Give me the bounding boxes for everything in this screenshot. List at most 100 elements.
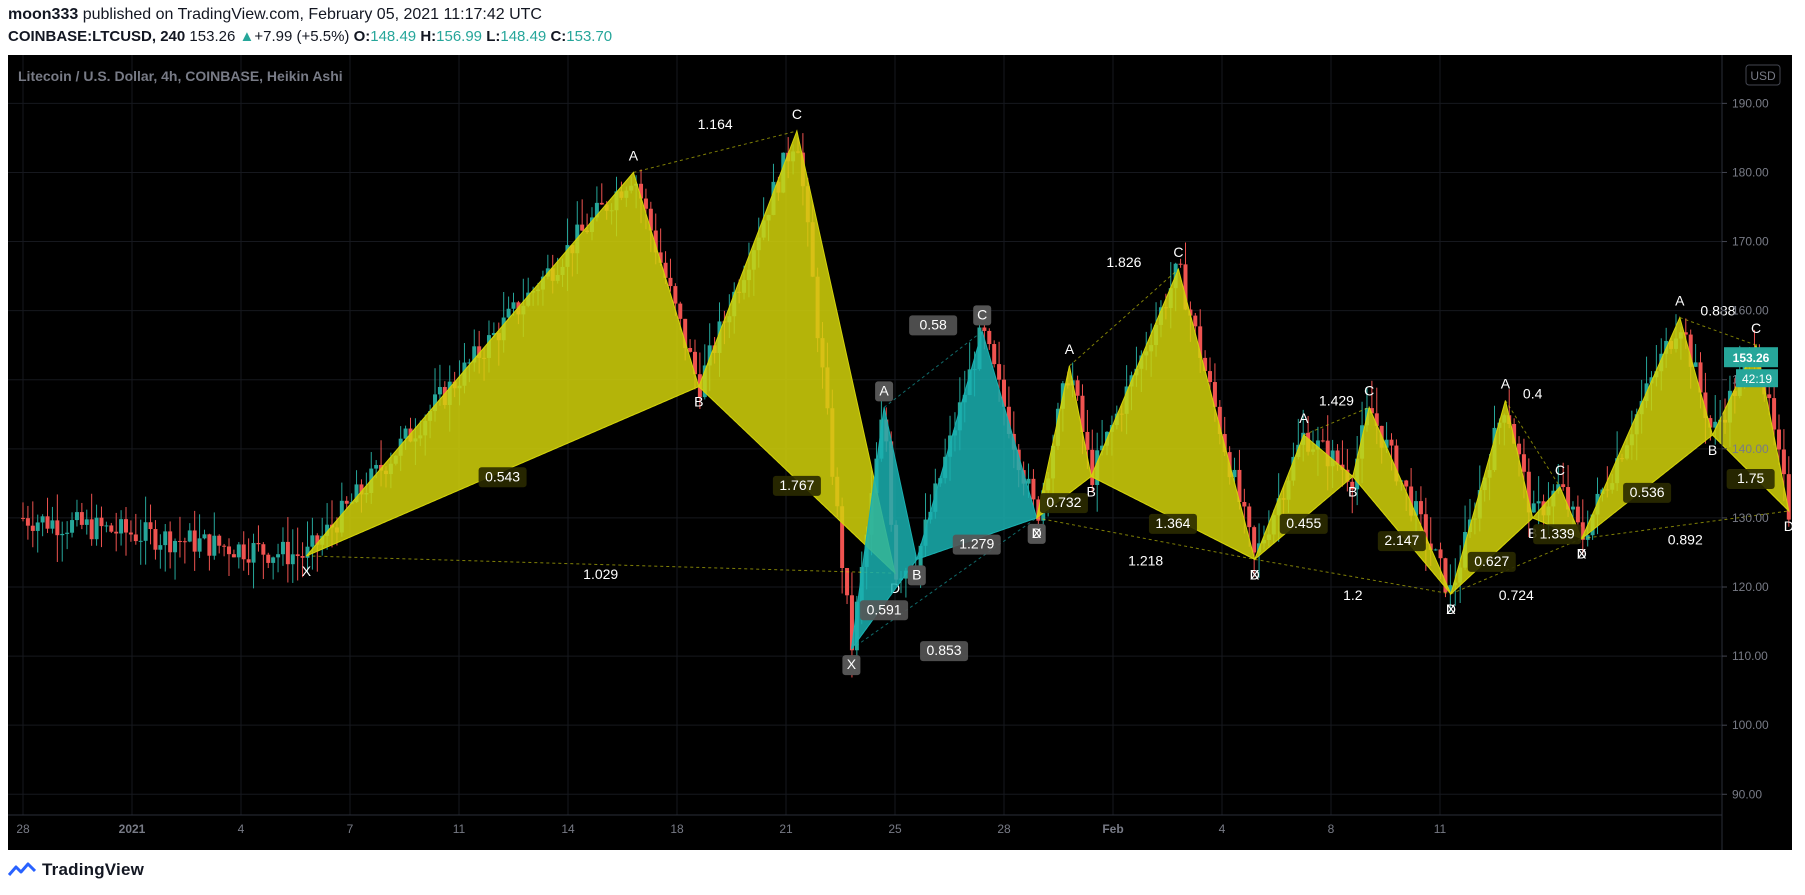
candle-body xyxy=(1320,440,1325,442)
candle-body xyxy=(1203,357,1208,372)
x-tick-label: 7 xyxy=(347,822,354,836)
pattern-point-box xyxy=(875,381,894,402)
high-value: 156.99 xyxy=(436,28,483,45)
candle-body xyxy=(1688,334,1693,367)
candle-body xyxy=(187,530,192,542)
candle-body xyxy=(1006,406,1011,434)
x-tick-label: 4 xyxy=(1219,822,1226,836)
candle-body xyxy=(94,517,99,540)
harmonic-patterns[interactable]: X A B C D 0.543 1.164 1.767 1.029 X A B C D 0.591 0.58 1… xyxy=(302,106,1792,676)
x-tick-label: 4 xyxy=(238,822,245,836)
candle-body xyxy=(212,535,217,556)
ratio-label: 1.75 xyxy=(1737,470,1764,486)
candle-body xyxy=(1330,450,1335,467)
open-label: O: xyxy=(353,28,371,45)
x-tick-label: 8 xyxy=(1328,822,1335,836)
candle-body xyxy=(1512,423,1517,444)
price-chart[interactable]: X A B C D 0.543 1.164 1.767 1.029 X A B C D 0.591 0.58 1… xyxy=(8,55,1792,850)
candle-body xyxy=(128,532,133,535)
candle-body xyxy=(1384,439,1389,448)
pattern-point-label: C xyxy=(792,106,802,122)
candle-body xyxy=(840,506,845,569)
candle-body xyxy=(1418,501,1423,515)
pattern-point-label: D xyxy=(1446,601,1456,617)
ratio-label-box xyxy=(1726,469,1775,489)
x-tick-label: Feb xyxy=(1102,822,1123,836)
pattern-point-label: C xyxy=(1173,244,1183,260)
candle-body xyxy=(231,554,236,558)
candle-body xyxy=(344,500,349,504)
ratio-label-box xyxy=(478,467,527,488)
pattern-point-label: B xyxy=(1528,525,1537,541)
ratio-label: 1.364 xyxy=(1155,515,1190,531)
candle-body xyxy=(1703,392,1708,419)
candle-body xyxy=(1531,503,1536,513)
candle-body xyxy=(251,543,256,563)
pattern-point-label: X xyxy=(1446,601,1456,617)
candle-body xyxy=(437,387,442,395)
pattern-ratio-line xyxy=(306,386,699,557)
pattern-point-label: C xyxy=(1555,462,1565,478)
candle-body xyxy=(1521,454,1526,472)
candle-body xyxy=(580,224,585,231)
low-value: 148.49 xyxy=(500,28,547,45)
open-value: 148.49 xyxy=(370,28,417,45)
ratio-label: 0.4 xyxy=(1523,385,1543,401)
candle-body xyxy=(119,519,124,534)
candle-body xyxy=(1369,408,1374,414)
candle-body xyxy=(1208,371,1213,383)
publish-info: moon333 published on TradingView.com, Fe… xyxy=(8,6,542,24)
candle-body xyxy=(678,303,683,319)
candle-body xyxy=(1776,429,1781,450)
pattern-ratio-line xyxy=(306,555,896,574)
symbol: COINBASE:LTCUSD, 240 xyxy=(8,28,186,45)
pattern-point-label: B xyxy=(694,394,703,410)
candle-body xyxy=(300,556,305,558)
candle-body xyxy=(310,535,315,547)
candle-body xyxy=(1252,527,1257,553)
candle-body xyxy=(1389,439,1394,446)
candle-body xyxy=(643,198,648,209)
ratio-label-box xyxy=(1279,513,1328,534)
countdown-tag xyxy=(1736,369,1778,388)
y-tick-label: 90.00 xyxy=(1732,787,1762,801)
tradingview-brand[interactable]: TradingView xyxy=(42,860,145,879)
x-tick-label: 21 xyxy=(779,822,793,836)
candle-body xyxy=(1193,315,1198,327)
price-tags: 153.26 42:19 xyxy=(1724,347,1778,388)
candle-body xyxy=(1315,440,1320,450)
tradingview-logo-icon xyxy=(8,862,36,876)
ratio-label: 0.892 xyxy=(1668,532,1703,548)
candle-body xyxy=(688,347,693,352)
candle-body xyxy=(354,484,359,503)
currency-button[interactable]: USD xyxy=(1745,64,1781,86)
ratio-label-box xyxy=(1148,513,1197,534)
candle-body xyxy=(266,554,271,563)
candle-body xyxy=(1575,506,1580,523)
pattern-point-label: X xyxy=(847,656,857,672)
candle-body xyxy=(1448,585,1453,593)
ratio-label: 1.826 xyxy=(1106,254,1141,270)
pattern-point-label: X xyxy=(1032,525,1042,541)
candle-body xyxy=(472,346,477,363)
time-axis[interactable]: 28 2021 4 7 11 14 18 21 25 28 Feb 4 8 11 xyxy=(16,822,1446,836)
candle-body xyxy=(658,252,663,263)
pattern-ratio-line xyxy=(1069,268,1179,367)
candle-body xyxy=(359,484,364,495)
candle-body xyxy=(168,531,173,553)
candle-body xyxy=(1772,398,1777,430)
candle-body xyxy=(138,540,143,542)
candle-body xyxy=(143,522,148,541)
candle-body xyxy=(192,530,197,552)
author-name[interactable]: moon333 xyxy=(8,6,79,23)
candle-body xyxy=(295,554,300,557)
candle-body xyxy=(707,345,712,366)
pattern-point-label: A xyxy=(1675,293,1685,309)
candle-body xyxy=(35,522,40,531)
candle-body xyxy=(65,532,70,534)
candle-body xyxy=(222,545,227,547)
pattern-point-label: B xyxy=(1087,483,1096,499)
candle-body xyxy=(148,522,153,530)
candle-body xyxy=(1693,362,1698,367)
candle-body xyxy=(477,346,482,358)
